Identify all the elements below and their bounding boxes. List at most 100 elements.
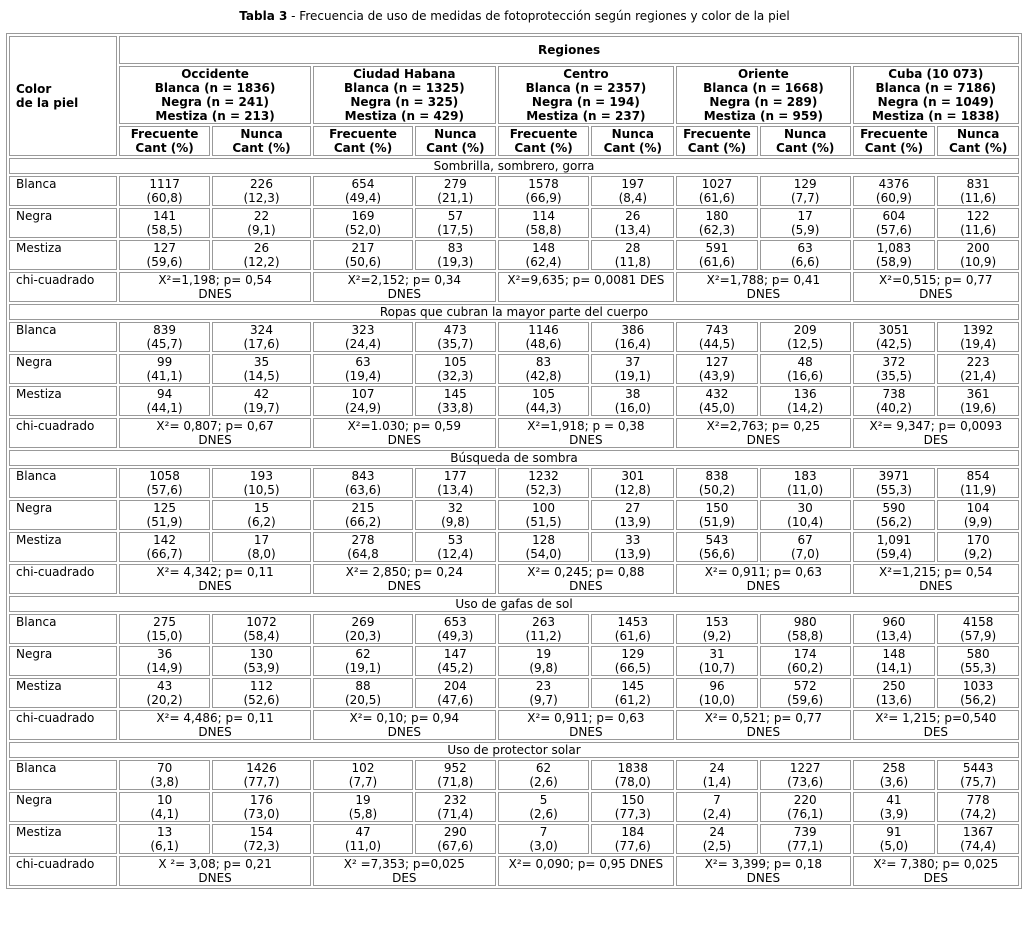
cell-line: Nunca — [956, 127, 1000, 141]
cell-line: (42,5) — [875, 337, 912, 351]
cell-line: DNES — [198, 287, 232, 301]
data-cell: 43 (20,2) — [119, 678, 210, 708]
cell-line: (7,7) — [790, 191, 820, 205]
data-cell: 145 (33,8) — [415, 386, 496, 416]
data-cell: 127 (43,9) — [676, 354, 758, 384]
cell-line: Color — [16, 82, 52, 96]
cell-line: (52,6) — [243, 693, 280, 707]
cell-line: (58,8) — [525, 223, 562, 237]
cell-line: 278 — [351, 533, 375, 547]
chi-row: chi-cuadrado X²= 0,807; p= 0,67 DNES X²=1.0… — [9, 418, 1019, 448]
data-cell: 1453 (61,6) — [591, 614, 675, 644]
data-cell: 30 (10,4) — [759, 500, 851, 530]
section-row: Búsqueda de sombra — [9, 450, 1019, 466]
data-row: Mestiza 43 (20,2) 112 (52,6) 88 (20,5) 204 (47,6… — [9, 678, 1019, 708]
page: {"caption": {"label": "Tabla 3", "text":… — [0, 5, 1029, 930]
cell-line: (13,4) — [437, 483, 474, 497]
data-cell: 209 (12,5) — [759, 322, 851, 352]
cell-line: Frecuente — [130, 127, 199, 141]
data-cell: 26 (13,4) — [591, 208, 675, 238]
cell-line: Blanca (n = 1668) — [703, 81, 824, 95]
data-cell: 19 (5,8) — [313, 792, 414, 822]
cell-line: (40,2) — [875, 401, 912, 415]
cell-line: 1,091 — [876, 533, 912, 547]
data-cell: 372 (35,5) — [852, 354, 936, 384]
cell-line: (24,4) — [344, 337, 382, 351]
data-cell: 17 (5,9) — [759, 208, 851, 238]
cell-line: (62,4) — [525, 255, 562, 269]
data-row: Negra 125 (51,9) 15 (6,2) 215 (66,2) 32 (9,8) 100… — [9, 500, 1019, 530]
cell-line: (12,8) — [614, 483, 651, 497]
cell-line: 1,083 — [876, 241, 912, 255]
cell-line: 24 — [709, 825, 725, 839]
cell-line: 145 — [443, 387, 467, 401]
cell-line: DNES — [569, 725, 603, 739]
row-label: Mestiza — [9, 386, 118, 416]
cell-line: Frecuente — [860, 127, 928, 141]
cell-line: Frecuente — [509, 127, 578, 141]
data-cell: 263 (11,2) — [497, 614, 590, 644]
cell-line: (58,4) — [243, 629, 280, 643]
cell-line: 100 — [532, 501, 556, 515]
region-header: Occidente Blanca (n = 1836) Negra (n = 241… — [119, 66, 311, 124]
cell-line: (8,0) — [247, 547, 276, 561]
cell-line: Cuba (10 073) — [888, 67, 984, 81]
data-cell: 217 (50,6) — [313, 240, 414, 270]
cell-line: Cant (%) — [135, 141, 194, 155]
data-row: Negra 36 (14,9) 130 (53,9) 62 (19,1) 147 (45,2) 1… — [9, 646, 1019, 676]
cell-line: (76,1) — [787, 807, 824, 821]
chi-cell: X²= 0,245; p= 0,88 DNES — [497, 564, 675, 594]
data-cell: 42 (19,7) — [212, 386, 311, 416]
cell-line: 41 — [886, 793, 902, 807]
cell-line: (61,6) — [698, 191, 735, 205]
cell-line: DES — [923, 433, 949, 447]
data-cell: 99 (41,1) — [119, 354, 210, 384]
data-cell: 41 (3,9) — [852, 792, 936, 822]
cell-line: X²=2,763; p= 0,25 — [706, 419, 821, 433]
cell-line: (58,5) — [146, 223, 183, 237]
cell-line: (61,6) — [698, 255, 735, 269]
cell-line: 220 — [793, 793, 817, 807]
cell-line: (32,3) — [437, 369, 474, 383]
chi-cell: X²= 0,521; p= 0,77 DNES — [676, 710, 851, 740]
cell-line: (13,4) — [875, 629, 912, 643]
cell-line: (13,9) — [614, 547, 651, 561]
data-cell: 180 (62,3) — [676, 208, 758, 238]
cell-line: 88 — [355, 679, 371, 693]
data-cell: 35 (14,5) — [212, 354, 311, 384]
section-title: Ropas que cubran la mayor parte del cuer… — [9, 304, 1019, 320]
row-label: chi-cuadrado — [9, 710, 118, 740]
cell-line: 831 — [966, 177, 990, 191]
cell-line: DNES — [919, 287, 953, 301]
data-cell: 105 (32,3) — [415, 354, 496, 384]
cell-line: DNES — [198, 871, 232, 885]
data-cell: 5 (2,6) — [497, 792, 590, 822]
cell-line: (13,4) — [614, 223, 651, 237]
data-cell: 952 (71,8) — [415, 760, 496, 790]
data-cell: 169 (52,0) — [313, 208, 414, 238]
data-cell: 1027 (61,6) — [676, 176, 758, 206]
cell-line: DNES — [746, 433, 781, 447]
cell-line: X²= 0,10; p= 0,94 — [349, 711, 460, 725]
cell-line: 604 — [882, 209, 906, 223]
cell-line: Cant (%) — [776, 141, 835, 155]
data-cell: 94 (44,1) — [119, 386, 210, 416]
data-cell: 839 (45,7) — [119, 322, 210, 352]
data-cell: 170 (9,2) — [937, 532, 1019, 562]
cell-line: X²=9,635; p= 0,0081 DES — [507, 273, 665, 287]
data-cell: 147 (45,2) — [415, 646, 496, 676]
cell-line: (10,7) — [698, 661, 735, 675]
cell-line: DNES — [387, 433, 422, 447]
data-cell: 27 (13,9) — [591, 500, 675, 530]
cell-line: (11,2) — [525, 629, 562, 643]
cell-line: 1453 — [617, 615, 649, 629]
cell-line: Negra (n = 1049) — [877, 95, 994, 109]
cell-line: (52,3) — [525, 483, 562, 497]
chi-cell: X²=1,198; p= 0,54 DNES — [119, 272, 311, 302]
cell-line: 153 — [705, 615, 729, 629]
cell-line: 19 — [355, 793, 371, 807]
data-cell: 26 (12,2) — [212, 240, 311, 270]
cell-line: 30 — [797, 501, 813, 515]
cell-line: 154 — [250, 825, 273, 839]
row-label: chi-cuadrado — [9, 418, 118, 448]
